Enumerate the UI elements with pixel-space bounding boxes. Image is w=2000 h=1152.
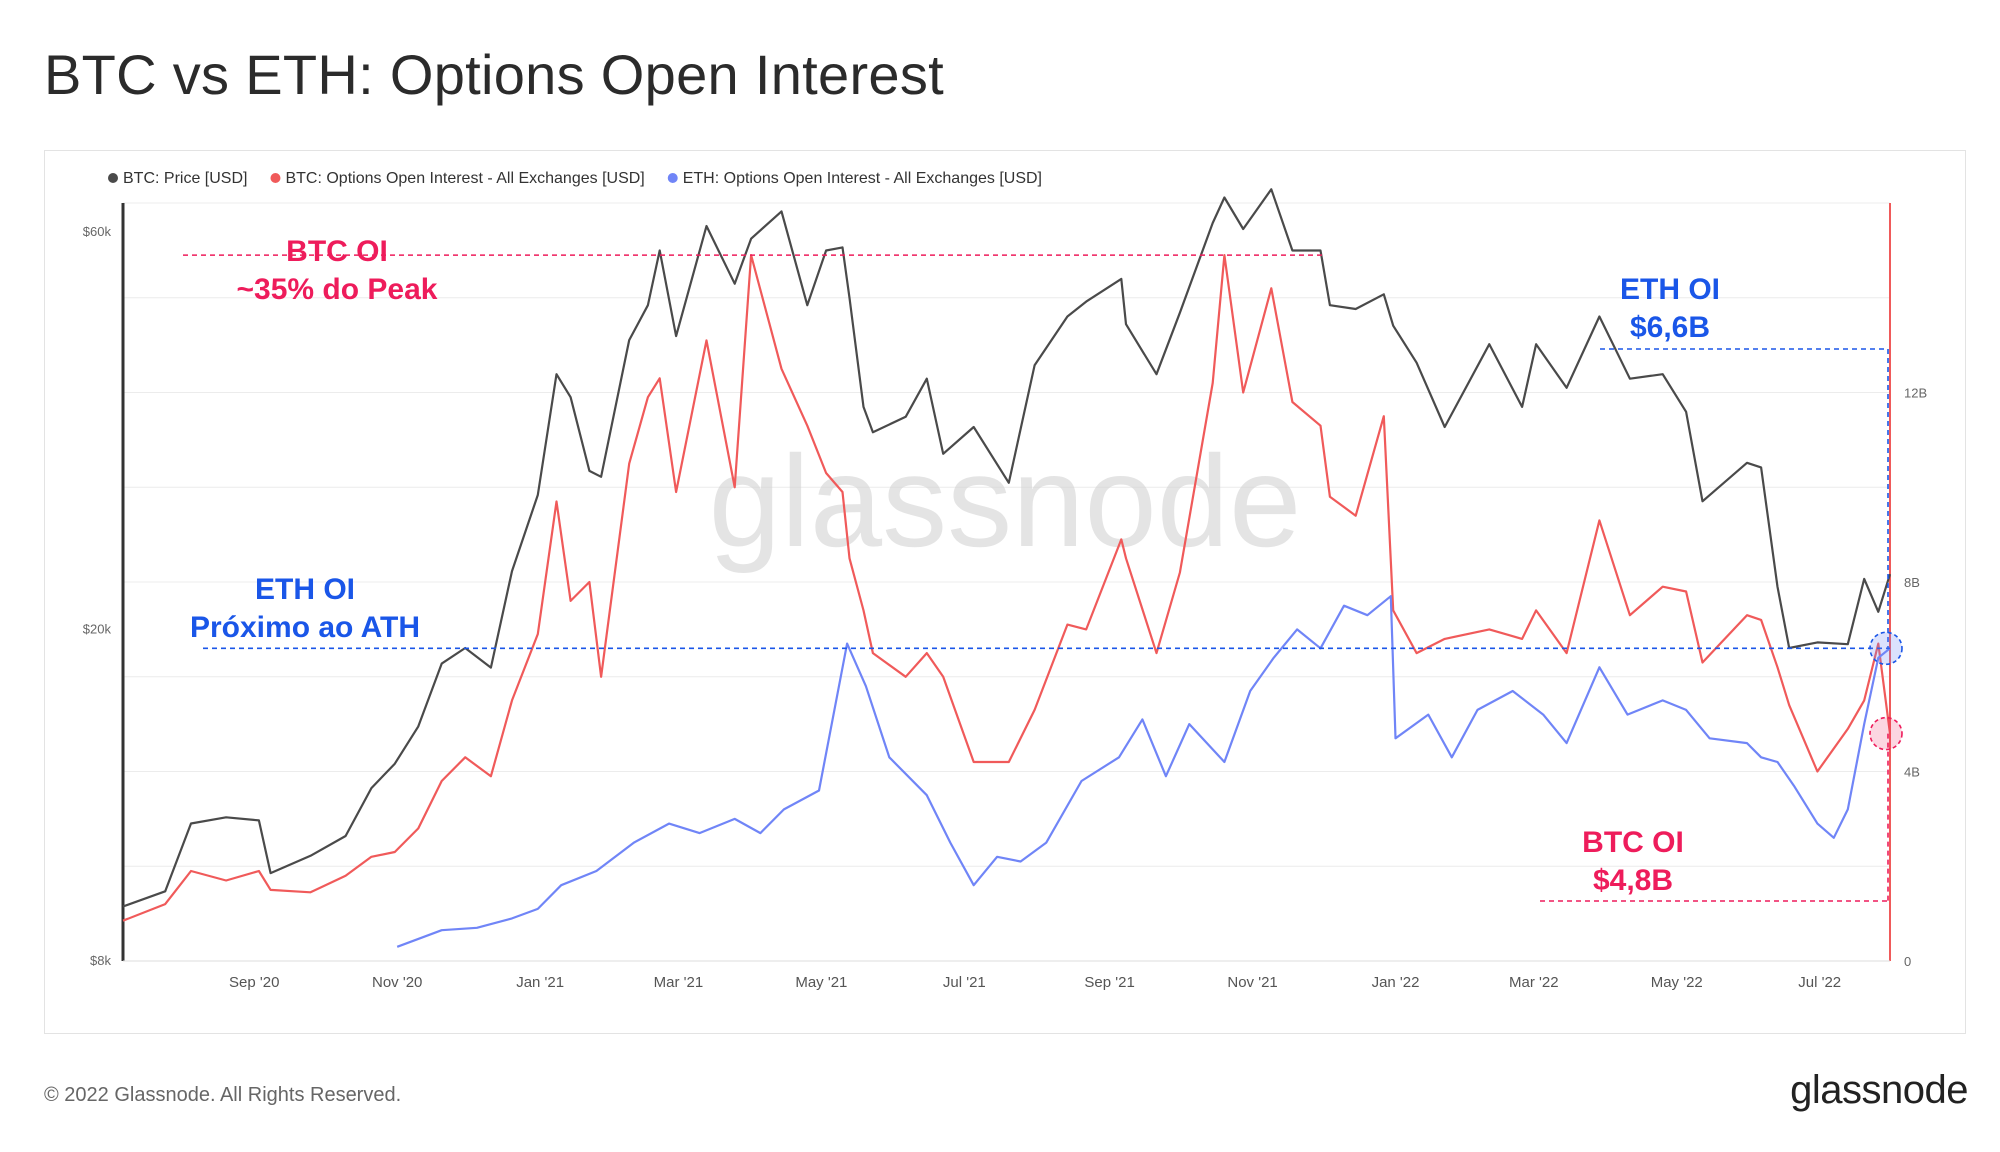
x-tick-label: Jan '22 [1372,974,1420,991]
legend-label-1: BTC: Options Open Interest - All Exchang… [285,170,644,187]
annotation-btc-oi-peak-line-1: ~35% do Peak [237,273,438,306]
chart: $8k $20k $60k 0 4B 8B 12B Sep '20 Nov '20 Jan '21… [83,170,1927,991]
watermark-text: glassnode [709,428,1302,574]
x-tick-label: Nov '20 [372,974,422,991]
legend-label-0: BTC: Price [USD] [123,170,247,187]
y-left-tick-label: $60k [83,224,112,239]
legend-marker-0 [108,173,118,183]
annotation-eth-oi-ath-line-1: Próximo ao ATH [190,611,420,644]
y-left-tick-label: $20k [83,621,112,636]
x-tick-label: Jul '21 [943,974,986,991]
btc-oi-current-marker [1869,716,1903,751]
x-tick-label: May '21 [795,974,847,991]
brand-logo: glassnode [1790,1068,1968,1112]
annotation-btc-oi-current-line-1: $4,8B [1593,864,1673,897]
annotation-btc-oi-current-line-0: BTC OI [1582,826,1684,859]
y-right-tick-label: 8B [1904,575,1920,590]
legend-marker-2 [667,173,678,183]
annotation-eth-oi-current-line-1: $6,6B [1630,311,1710,344]
x-tick-label: Sep '20 [229,974,279,991]
annotation-eth-oi-current-line-0: ETH OI [1620,273,1720,306]
annotation-btc-oi-peak-line-0: BTC OI [286,235,388,268]
legend-marker-1 [270,173,281,183]
page-title: BTC vs ETH: Options Open Interest [44,43,944,106]
x-tick-label: Mar '22 [1509,974,1559,991]
y-right-tick-label: 0 [1904,954,1911,969]
x-tick-label: Sep '21 [1084,974,1134,991]
x-tick-label: Jul '22 [1798,974,1841,991]
legend-label-2: ETH: Options Open Interest - All Exchang… [683,170,1042,187]
y-left-tick-label: $8k [90,953,111,968]
series-line-0 [122,188,1892,908]
y-right-tick-label: 4B [1904,765,1920,780]
x-tick-label: Mar '21 [654,974,704,991]
chart-container: $8k $20k $60k 0 4B 8B 12B Sep '20 Nov '20 Jan '21… [44,150,1966,1034]
x-tick-label: Nov '21 [1227,974,1277,991]
x-tick-label: May '22 [1651,974,1703,991]
x-tick-label: Jan '21 [516,974,564,991]
series-line-2 [396,595,1891,948]
series-line-1 [122,253,1892,922]
y-right-tick-label: 12B [1904,386,1927,401]
eth-oi-current-marker [1869,631,1903,666]
annotation-eth-oi-ath-line-0: ETH OI [255,573,355,606]
copyright-text: © 2022 Glassnode. All Rights Reserved. [44,1084,402,1106]
